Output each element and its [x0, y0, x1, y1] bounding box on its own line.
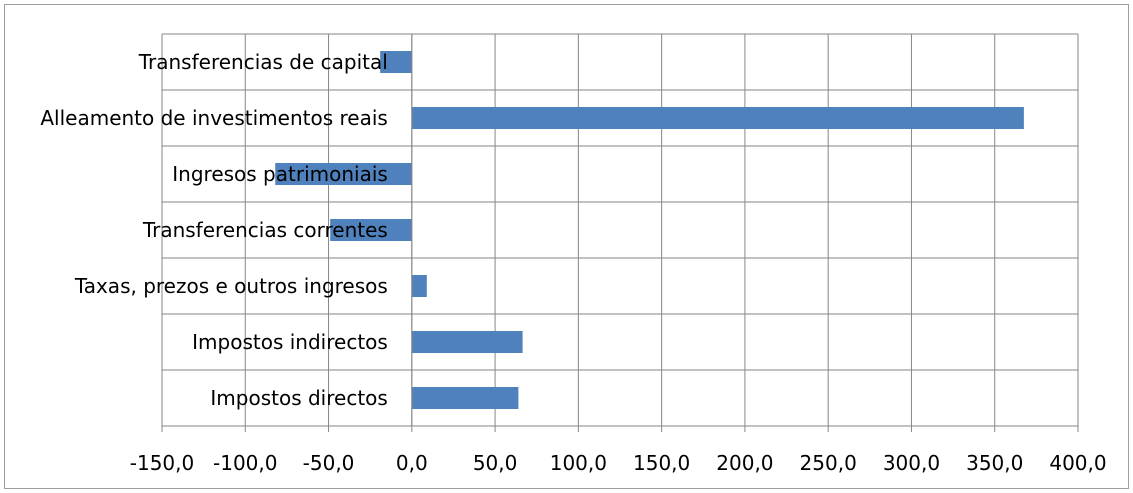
bar: [380, 51, 412, 73]
x-tick-label: 50,0: [473, 451, 518, 475]
category-label: Taxas, prezos e outros ingresos: [74, 274, 388, 298]
x-tick-label: -50,0: [303, 451, 355, 475]
x-tick-label: -150,0: [130, 451, 194, 475]
x-tick-label: 0,0: [396, 451, 428, 475]
bar: [330, 219, 412, 241]
category-label: Transferencias de capital: [138, 50, 388, 74]
bar: [411, 331, 523, 353]
x-tick-label: 350,0: [966, 451, 1023, 475]
chart-frame: [4, 4, 1129, 489]
x-tick-label: 300,0: [883, 451, 940, 475]
bar: [411, 387, 519, 409]
category-label: Impostos directos: [210, 386, 387, 410]
bar: [411, 275, 427, 297]
bar: [411, 107, 1024, 129]
x-tick-label: 400,0: [1049, 451, 1106, 475]
x-tick-label: 200,0: [716, 451, 773, 475]
category-label: Ingresos patrimoniais: [172, 162, 388, 186]
category-label: Impostos indirectos: [192, 330, 388, 354]
category-label: Transferencias correntes: [142, 218, 388, 242]
category-label: Alleamento de investimentos reais: [40, 106, 387, 130]
x-tick-label: 150,0: [633, 451, 690, 475]
x-tick-label: -100,0: [213, 451, 277, 475]
x-tick-label: 250,0: [800, 451, 857, 475]
bar: [275, 163, 412, 185]
x-tick-label: 100,0: [550, 451, 607, 475]
